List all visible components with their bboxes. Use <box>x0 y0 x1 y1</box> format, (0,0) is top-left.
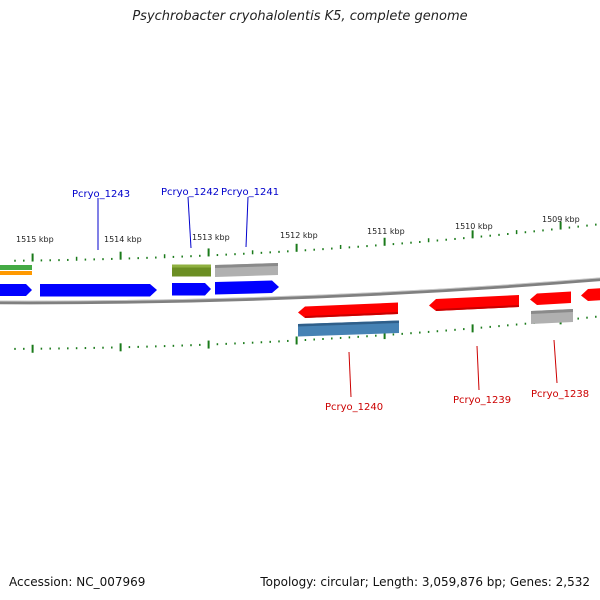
scale-label: 1514 kbp <box>104 235 142 244</box>
scale-label: 1512 kbp <box>280 231 318 240</box>
gene-label[interactable]: Pcryo_1239 <box>453 395 511 406</box>
forward-annotation-bars <box>0 263 278 277</box>
scale-label: 1510 kbp <box>455 222 493 231</box>
accession-text: Accession: NC_007969 <box>9 575 146 589</box>
gene-arrow-shade <box>305 312 398 318</box>
annotation-bar-shade <box>531 309 573 314</box>
map-title: Psychrobacter cryohalolentis K5, complet… <box>132 9 468 24</box>
gene-arrow[interactable] <box>0 284 32 296</box>
scale-label: 1509 kbp <box>542 215 580 224</box>
gene-arrow[interactable] <box>530 291 571 306</box>
annotation-bar[interactable] <box>0 271 32 275</box>
forward-gene-labels: Pcryo_1243 Pcryo_1242 Pcryo_1241 <box>72 187 279 250</box>
gene-arrow[interactable] <box>215 280 279 295</box>
gene-label[interactable]: Pcryo_1243 <box>72 189 130 200</box>
gene-arrow[interactable] <box>581 288 600 301</box>
gene-label[interactable]: Pcryo_1242 <box>161 187 219 198</box>
leader-line <box>348 351 352 398</box>
reverse-gene-labels: Pcryo_1240 Pcryo_1239 Pcryo_1238 <box>325 339 589 413</box>
genome-backbone <box>0 277 600 305</box>
reverse-genes <box>298 288 600 318</box>
leader-line <box>476 345 480 391</box>
forward-genes <box>0 280 279 297</box>
leader-line <box>553 339 558 384</box>
genome-summary-text: Topology: circular; Length: 3,059,876 bp… <box>260 575 590 589</box>
scale-ticks-outer <box>14 221 597 262</box>
leader-line <box>245 196 249 248</box>
scale-label: 1511 kbp <box>367 227 405 236</box>
gene-arrow[interactable] <box>172 283 211 296</box>
annotation-bar-shade <box>298 320 399 327</box>
annotation-bar[interactable] <box>0 265 32 270</box>
gene-arrow-shade <box>436 305 519 311</box>
gene-arrow[interactable] <box>40 284 157 297</box>
scale-label: 1513 kbp <box>192 233 230 242</box>
reverse-annotation-bars <box>298 309 573 337</box>
annotation-bar[interactable] <box>172 264 211 268</box>
genome-backbone-highlight <box>0 277 600 302</box>
annotation-bar-shade <box>215 263 278 268</box>
scale-label: 1515 kbp <box>16 235 54 244</box>
gene-label[interactable]: Pcryo_1240 <box>325 402 383 413</box>
gene-label[interactable]: Pcryo_1241 <box>221 187 279 198</box>
gene-label[interactable]: Pcryo_1238 <box>531 389 589 400</box>
leader-line <box>187 196 192 249</box>
